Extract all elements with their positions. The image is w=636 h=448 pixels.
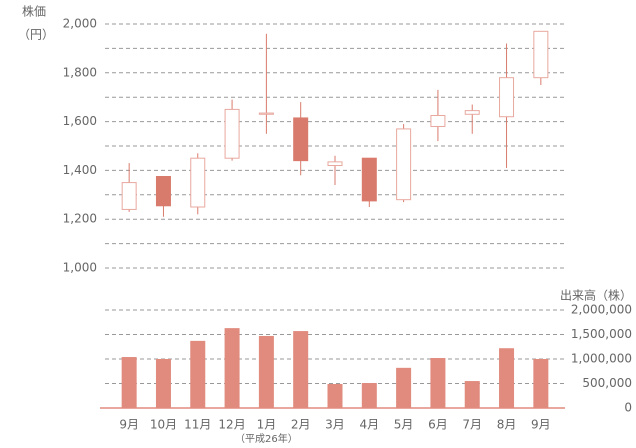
y-tick-label: 1,800 [63,65,97,79]
x-tick-label: 9月 [119,418,139,432]
bar [293,331,309,408]
x-tick-label: 6月 [428,418,448,432]
y-tick-label: 2,000,000 [571,303,632,317]
price-axis-label: 株価 [22,4,46,19]
x-tick-label: 7月 [462,418,482,432]
price-axis-label: （円） [18,28,54,42]
x-tick-label: 12月 [218,418,245,432]
bar [224,328,240,408]
bar [396,367,412,408]
candle-body [396,128,412,201]
bar [361,383,377,408]
y-tick-label: 2,000 [63,17,97,31]
y-tick-label: 1,400 [63,163,97,177]
volume-axis-label: 出来高（株） [560,288,632,303]
annotation: （平成26年） [235,432,298,445]
bar [258,335,274,408]
candle-body [430,115,446,127]
x-tick-label: 4月 [359,418,379,432]
bar [121,357,137,408]
y-tick-label: 1,000,000 [571,352,632,366]
candle-body [155,176,171,207]
x-tick-label: 1月 [257,418,277,432]
x-tick-label: 11月 [184,418,211,432]
bar [430,358,446,408]
candle-body [121,182,137,210]
candle-body [361,157,377,202]
y-tick-label: 500,000 [582,376,632,390]
candle-body [190,157,206,208]
y-tick-label: 1,500,000 [571,327,632,341]
y-tick-label: 1,600 [63,114,97,128]
x-tick-label: 2月 [291,418,311,432]
candle-body [224,108,240,159]
x-tick-label: 5月 [394,418,414,432]
candle-body [533,30,549,79]
bar [155,359,171,408]
candle-body [258,112,274,115]
bar [190,340,206,408]
x-tick-label: 8月 [497,418,517,432]
candle-body [293,117,309,162]
candle-body [464,110,480,115]
bar [533,359,549,408]
bar [499,348,515,408]
bar [327,383,343,408]
candle-body [499,77,515,118]
x-tick-label: 3月 [325,418,345,432]
bar [464,381,480,408]
candle-body [327,161,343,167]
x-tick-label: 10月 [150,418,177,432]
y-tick-label: 0 [624,401,632,415]
y-tick-label: 1,000 [63,261,97,275]
y-tick-label: 1,200 [63,212,97,226]
x-tick-label: 9月 [531,418,551,432]
